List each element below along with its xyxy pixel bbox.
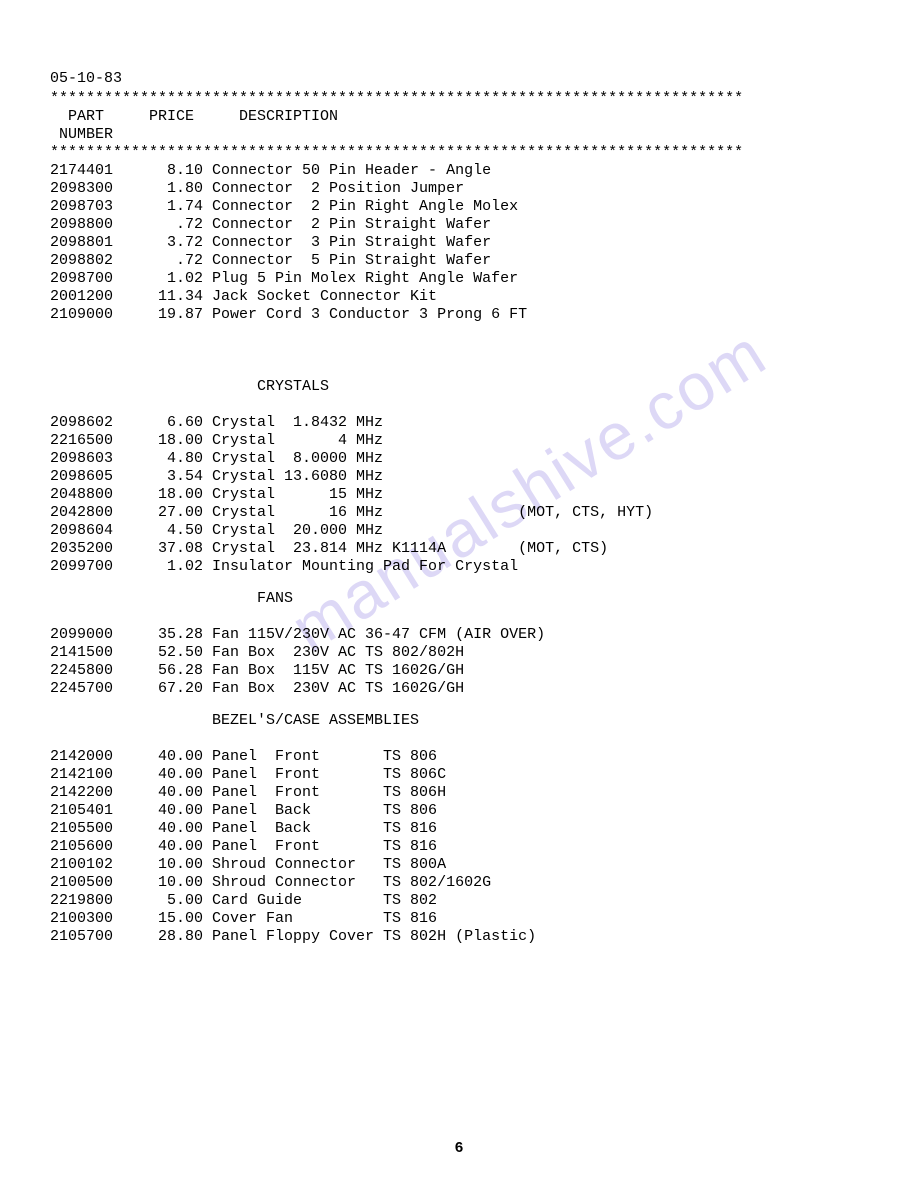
part-row: 2109000 19.87 Power Cord 3 Conductor 3 P… — [50, 306, 868, 324]
part-row: 2105401 40.00 Panel Back TS 806 — [50, 802, 868, 820]
part-row: 2098700 1.02 Plug 5 Pin Molex Right Angl… — [50, 270, 868, 288]
page-content: 05-10-83 *******************************… — [50, 70, 868, 946]
divider-top: ****************************************… — [50, 90, 868, 108]
part-row: 2245700 67.20 Fan Box 230V AC TS 1602G/G… — [50, 680, 868, 698]
column-header-line1: PART PRICE DESCRIPTION — [50, 108, 868, 126]
section-title-bezels: BEZEL'S/CASE ASSEMBLIES — [50, 712, 868, 730]
part-row: 2035200 37.08 Crystal 23.814 MHz K1114A … — [50, 540, 868, 558]
part-row: 2098300 1.80 Connector 2 Position Jumper — [50, 180, 868, 198]
column-header-line2: NUMBER — [50, 126, 868, 144]
part-row: 2042800 27.00 Crystal 16 MHz (MOT, CTS, … — [50, 504, 868, 522]
part-row: 2216500 18.00 Crystal 4 MHz — [50, 432, 868, 450]
part-row: 2141500 52.50 Fan Box 230V AC TS 802/802… — [50, 644, 868, 662]
fans-section: 2099000 35.28 Fan 115V/230V AC 36-47 CFM… — [50, 626, 868, 698]
divider-bottom: ****************************************… — [50, 144, 868, 162]
part-row: 2142000 40.00 Panel Front TS 806 — [50, 748, 868, 766]
part-row: 2174401 8.10 Connector 50 Pin Header - A… — [50, 162, 868, 180]
bezels-section: 2142000 40.00 Panel Front TS 806 2142100… — [50, 748, 868, 946]
part-row: 2142200 40.00 Panel Front TS 806H — [50, 784, 868, 802]
connectors-section: 2174401 8.10 Connector 50 Pin Header - A… — [50, 162, 868, 324]
part-row: 2219800 5.00 Card Guide TS 802 — [50, 892, 868, 910]
part-row: 2098802 .72 Connector 5 Pin Straight Waf… — [50, 252, 868, 270]
part-row: 2048800 18.00 Crystal 15 MHz — [50, 486, 868, 504]
part-row: 2100102 10.00 Shroud Connector TS 800A — [50, 856, 868, 874]
part-row: 2100300 15.00 Cover Fan TS 816 — [50, 910, 868, 928]
part-row: 2142100 40.00 Panel Front TS 806C — [50, 766, 868, 784]
part-row: 2098605 3.54 Crystal 13.6080 MHz — [50, 468, 868, 486]
part-row: 2098801 3.72 Connector 3 Pin Straight Wa… — [50, 234, 868, 252]
part-row: 2001200 11.34 Jack Socket Connector Kit — [50, 288, 868, 306]
part-row: 2105600 40.00 Panel Front TS 816 — [50, 838, 868, 856]
part-row: 2098602 6.60 Crystal 1.8432 MHz — [50, 414, 868, 432]
part-row: 2105500 40.00 Panel Back TS 816 — [50, 820, 868, 838]
section-title-fans: FANS — [50, 590, 868, 608]
part-row: 2098603 4.80 Crystal 8.0000 MHz — [50, 450, 868, 468]
part-row: 2099700 1.02 Insulator Mounting Pad For … — [50, 558, 868, 576]
part-row: 2099000 35.28 Fan 115V/230V AC 36-47 CFM… — [50, 626, 868, 644]
part-row: 2100500 10.00 Shroud Connector TS 802/16… — [50, 874, 868, 892]
part-row: 2098604 4.50 Crystal 20.000 MHz — [50, 522, 868, 540]
crystals-section: 2098602 6.60 Crystal 1.8432 MHz 2216500 … — [50, 414, 868, 576]
document-date: 05-10-83 — [50, 70, 868, 88]
part-row: 2098800 .72 Connector 2 Pin Straight Waf… — [50, 216, 868, 234]
part-row: 2098703 1.74 Connector 2 Pin Right Angle… — [50, 198, 868, 216]
section-title-crystals: CRYSTALS — [50, 378, 868, 396]
page-number: 6 — [0, 1140, 918, 1158]
part-row: 2105700 28.80 Panel Floppy Cover TS 802H… — [50, 928, 868, 946]
part-row: 2245800 56.28 Fan Box 115V AC TS 1602G/G… — [50, 662, 868, 680]
